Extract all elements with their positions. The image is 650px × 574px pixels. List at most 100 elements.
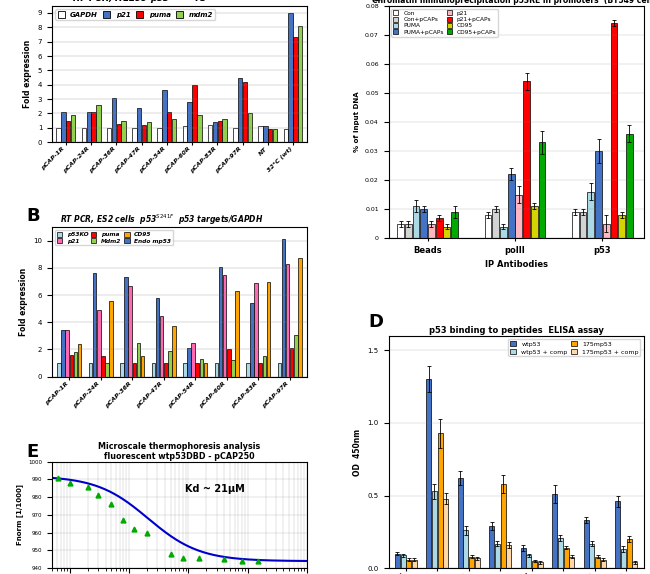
Bar: [266, 282, 270, 377]
Bar: [463, 530, 469, 568]
Legend: GAPDH, p21, puma, mdm2: GAPDH, p21, puma, mdm2: [55, 9, 215, 20]
Bar: [124, 277, 128, 377]
Y-axis label: Fnorm [1/1000]: Fnorm [1/1000]: [16, 484, 23, 545]
Bar: [400, 555, 406, 568]
Bar: [231, 360, 235, 377]
Bar: [532, 561, 537, 568]
Y-axis label: Fold expression: Fold expression: [23, 40, 32, 108]
Bar: [101, 356, 105, 377]
Title: Microscale thermophoresis analysis
fluorescent wtp53DBD - pCAP250: Microscale thermophoresis analysis fluor…: [98, 441, 261, 461]
Text: RT PCR, ES2 cells  p53$^{S241F}$  p53 targets/GAPDH: RT PCR, ES2 cells p53$^{S241F}$ p53 targ…: [60, 213, 263, 227]
Bar: [107, 128, 111, 142]
Bar: [521, 548, 526, 568]
Title: Chromatin Immunoprecipitation p53RE in promoters  (BT549 cells): Chromatin Immunoprecipitation p53RE in p…: [372, 0, 650, 5]
Bar: [78, 344, 81, 377]
Bar: [248, 114, 252, 142]
Bar: [246, 363, 250, 377]
Bar: [584, 520, 589, 568]
Bar: [73, 352, 77, 377]
Bar: [86, 112, 91, 142]
Legend: wtp53, wtp53 + comp, 175mp53, 175mp53 + comp: wtp53, wtp53 + comp, 175mp53, 175mp53 + …: [508, 339, 640, 356]
Bar: [243, 82, 247, 142]
Bar: [116, 123, 121, 142]
Bar: [168, 351, 172, 377]
Bar: [283, 129, 288, 142]
Bar: [526, 555, 532, 568]
Bar: [200, 359, 203, 377]
Bar: [290, 348, 294, 377]
Bar: [233, 128, 238, 142]
Bar: [590, 544, 594, 568]
Bar: [222, 119, 227, 142]
Bar: [140, 356, 144, 377]
Bar: [263, 356, 266, 377]
Bar: [492, 209, 499, 238]
Bar: [428, 224, 435, 238]
Bar: [91, 112, 96, 142]
Bar: [192, 85, 197, 142]
Bar: [615, 502, 620, 568]
Bar: [183, 126, 187, 142]
Bar: [268, 129, 272, 142]
Bar: [129, 286, 132, 377]
Bar: [196, 363, 199, 377]
Bar: [500, 484, 506, 568]
Bar: [618, 215, 625, 238]
Bar: [273, 129, 278, 142]
Bar: [167, 112, 172, 142]
Bar: [112, 98, 116, 142]
Bar: [172, 327, 176, 377]
Text: Kd ~ 21μM: Kd ~ 21μM: [185, 483, 244, 494]
Y-axis label: % of Input DNA: % of Input DNA: [354, 92, 359, 152]
Bar: [263, 126, 268, 142]
Bar: [96, 105, 101, 142]
Bar: [489, 526, 494, 568]
Bar: [57, 363, 61, 377]
Bar: [474, 558, 480, 568]
Text: C: C: [368, 0, 382, 5]
Bar: [66, 121, 70, 142]
Bar: [293, 37, 298, 142]
Bar: [632, 563, 637, 568]
Bar: [485, 215, 491, 238]
Bar: [254, 283, 258, 377]
Bar: [93, 273, 96, 377]
Bar: [443, 499, 448, 568]
Bar: [133, 363, 136, 377]
Bar: [469, 557, 474, 568]
Bar: [183, 363, 187, 377]
Bar: [627, 539, 632, 568]
Bar: [289, 13, 293, 142]
Bar: [259, 363, 262, 377]
Bar: [572, 212, 578, 238]
Bar: [443, 227, 450, 238]
Bar: [122, 121, 125, 142]
Bar: [294, 335, 298, 377]
Bar: [603, 224, 610, 238]
Bar: [162, 91, 166, 142]
Bar: [451, 212, 458, 238]
Bar: [569, 557, 574, 568]
Bar: [626, 134, 632, 238]
Legend: Con, Con+pCAPs, PUMA, PUMA+pCAPs, p21, p21+pCAPs, CD95, CD95+pCAPs: Con, Con+pCAPs, PUMA, PUMA+pCAPs, p21, p…: [391, 9, 498, 37]
Bar: [552, 494, 557, 568]
Bar: [219, 266, 222, 377]
Bar: [413, 206, 419, 238]
Y-axis label: OD  450nm: OD 450nm: [353, 428, 362, 476]
Bar: [187, 348, 191, 377]
Bar: [515, 195, 522, 238]
Bar: [595, 151, 602, 238]
Bar: [538, 563, 543, 568]
Bar: [227, 350, 231, 377]
Bar: [214, 363, 218, 377]
Bar: [580, 212, 586, 238]
Bar: [531, 206, 538, 238]
Bar: [109, 301, 113, 377]
Bar: [397, 224, 404, 238]
Bar: [405, 224, 411, 238]
Bar: [89, 363, 92, 377]
Bar: [437, 433, 443, 568]
Bar: [156, 298, 159, 377]
Bar: [298, 26, 302, 142]
Bar: [508, 174, 515, 238]
